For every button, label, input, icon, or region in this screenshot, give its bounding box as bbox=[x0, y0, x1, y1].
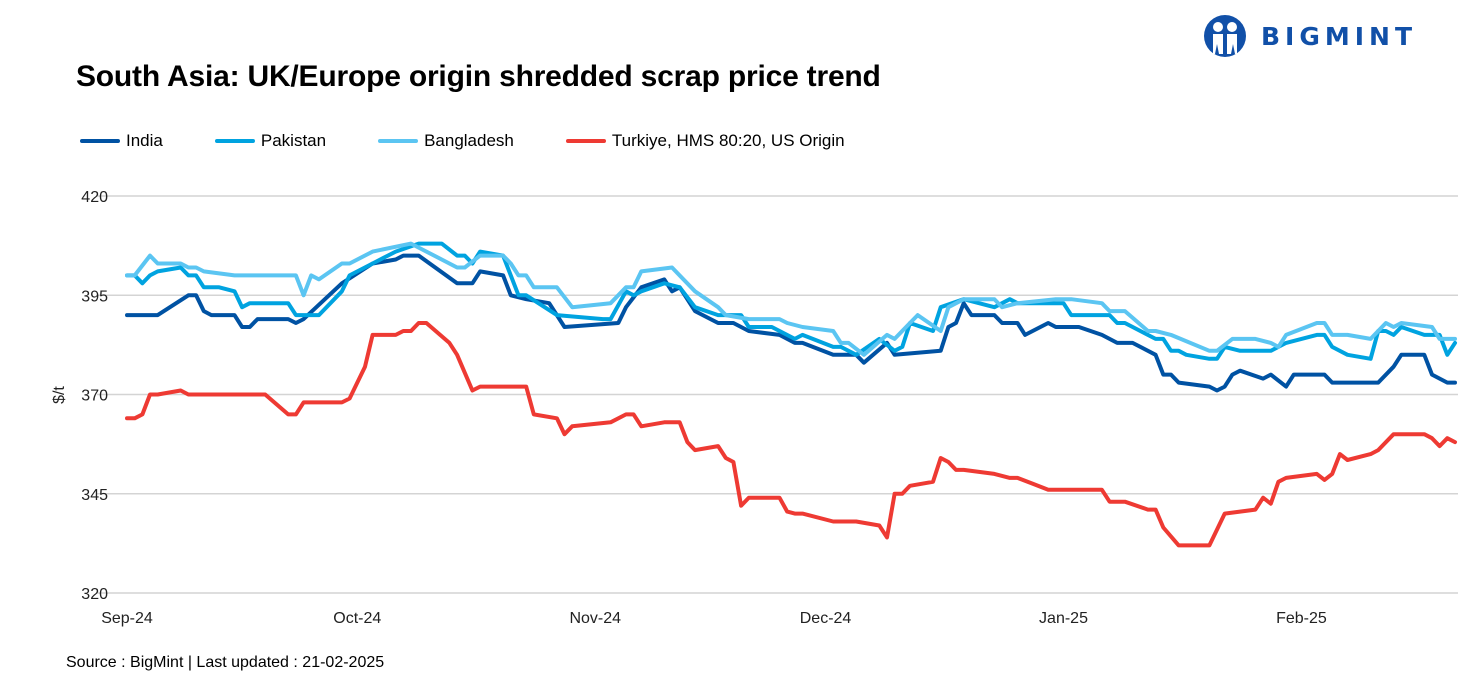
legend-label: Pakistan bbox=[260, 131, 327, 150]
bigmint-logo: BIGMINT bbox=[1203, 14, 1417, 58]
x-tick-label: Jan-25 bbox=[1039, 610, 1088, 627]
y-tick-label: 370 bbox=[81, 388, 108, 405]
series-line-turkiye bbox=[125, 321, 1457, 548]
legend-swatch bbox=[378, 139, 419, 143]
series-line-pakistan bbox=[125, 241, 1457, 361]
legend-item: Bangladesh bbox=[378, 131, 514, 151]
x-tick-label: Nov-24 bbox=[569, 610, 621, 627]
y-axis-label: $/t bbox=[51, 386, 68, 404]
chart-title: South Asia: UK/Europe origin shredded sc… bbox=[76, 60, 881, 93]
legend-item: Turkiye, HMS 80:20, US Origin bbox=[565, 131, 845, 151]
y-tick-label: 420 bbox=[81, 189, 108, 206]
source-note: Source : BigMint | Last updated : 21-02-… bbox=[66, 654, 385, 671]
legend-swatch bbox=[565, 139, 606, 143]
legend-label: Turkiye, HMS 80:20, US Origin bbox=[611, 131, 845, 150]
legend-label: India bbox=[126, 131, 163, 150]
legend: India Pakistan Bangladesh Turkiye, HMS 80:2… bbox=[80, 131, 845, 151]
x-tick-label: Oct-24 bbox=[333, 610, 381, 627]
y-tick-label: 395 bbox=[81, 288, 108, 305]
legend-swatch bbox=[80, 139, 120, 143]
legend-swatch bbox=[214, 139, 255, 143]
x-tick-label: Sep-24 bbox=[101, 610, 153, 627]
logo-text: BIGMINT bbox=[1261, 21, 1418, 51]
y-tick-label: 345 bbox=[81, 487, 108, 504]
logo-mark-icon bbox=[1204, 15, 1246, 57]
legend-item: India bbox=[80, 131, 163, 151]
legend-item: Pakistan bbox=[214, 131, 327, 151]
series-line-bangladesh bbox=[125, 241, 1457, 357]
legend-label: Bangladesh bbox=[424, 131, 514, 150]
x-tick-label: Feb-25 bbox=[1276, 610, 1327, 627]
y-tick-label: 320 bbox=[81, 586, 108, 603]
x-tick-label: Dec-24 bbox=[800, 610, 852, 627]
